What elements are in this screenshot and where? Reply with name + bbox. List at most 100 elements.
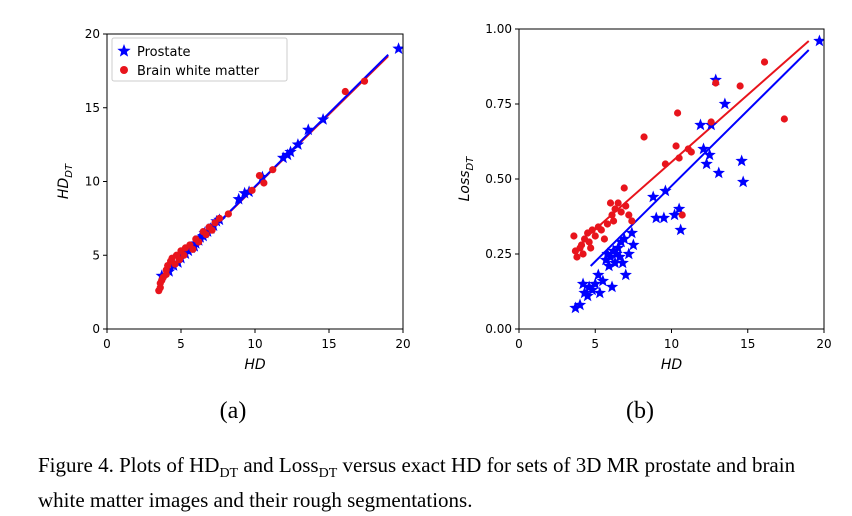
- circle-point: [579, 250, 587, 258]
- circle-point: [591, 232, 599, 240]
- series-brain-white-matter: [155, 77, 369, 295]
- y-label-main: Loss: [457, 170, 473, 201]
- x-axis-label: HD: [244, 357, 266, 373]
- circle-point: [255, 172, 264, 180]
- star-point: [589, 277, 602, 290]
- circle-point: [625, 211, 633, 219]
- panel-label: (a): [220, 398, 247, 424]
- circle-point: [628, 217, 636, 225]
- circle-point: [269, 166, 277, 174]
- circle-point: [687, 148, 695, 156]
- star-point: [232, 192, 245, 205]
- legend-label: Prostate: [137, 45, 191, 60]
- circle-point: [248, 186, 256, 194]
- circle-point: [224, 210, 232, 218]
- star-point: [604, 250, 617, 263]
- circle-point: [180, 251, 188, 259]
- legend-circle-icon: [120, 66, 128, 74]
- plot-frame: [518, 28, 825, 330]
- star-point: [622, 247, 635, 260]
- circle-point: [678, 211, 686, 219]
- star-point: [610, 247, 623, 260]
- x-axis-label: HD: [661, 357, 683, 373]
- circle-point: [597, 226, 605, 234]
- y-tick-label: 5: [92, 248, 100, 262]
- legend-label: Brain white matter: [137, 64, 260, 79]
- circle-point: [603, 220, 612, 228]
- y-tick-label: 1.00: [485, 22, 512, 36]
- star-point: [607, 244, 620, 257]
- y-axis-label-text: LossDT: [457, 156, 476, 202]
- circle-point: [675, 154, 683, 162]
- caption-sub-2: DT: [318, 466, 338, 482]
- circle-point: [661, 160, 670, 168]
- star-point: [703, 148, 716, 161]
- circle-point: [672, 142, 680, 150]
- x-tick-label: 5: [177, 337, 185, 351]
- star-point: [697, 142, 710, 155]
- circle-point: [260, 179, 268, 187]
- star-point: [735, 154, 748, 167]
- x-tick-label: 10: [664, 337, 679, 351]
- star-point: [657, 211, 671, 224]
- circle-point: [614, 199, 622, 207]
- circle-point: [640, 133, 648, 141]
- x-tick-label: 10: [247, 337, 262, 351]
- star-point: [302, 123, 315, 136]
- legend-box: [111, 37, 288, 82]
- star-point: [599, 253, 613, 266]
- y-tick-label: 0.00: [485, 322, 512, 336]
- star-point: [694, 118, 707, 131]
- star-point: [238, 186, 251, 199]
- circle-point: [577, 241, 586, 249]
- x-tick-label: 15: [740, 337, 755, 351]
- circle-point: [341, 87, 349, 96]
- star-point: [392, 42, 403, 55]
- circle-point: [620, 184, 628, 192]
- star-point: [601, 247, 614, 260]
- circle-point: [211, 219, 219, 227]
- x-tick-label: 15: [321, 337, 336, 351]
- circle-point: [674, 109, 682, 117]
- circle-point: [588, 226, 596, 234]
- star-point: [672, 202, 686, 215]
- star-point: [578, 286, 591, 299]
- circle-point: [622, 202, 630, 210]
- y-tick-label: 0.25: [485, 247, 512, 261]
- circle-point: [171, 260, 179, 268]
- star-point: [573, 298, 587, 311]
- fit-line: [586, 40, 810, 237]
- x-tick-label: 0: [103, 337, 111, 351]
- star-point: [618, 232, 631, 245]
- caption-sub-1: DT: [219, 466, 239, 482]
- y-label-main: HD: [56, 178, 72, 200]
- star-point: [605, 280, 619, 293]
- circle-point: [195, 238, 203, 246]
- y-axis-label: HDDT: [56, 163, 75, 199]
- y-tick-label: 0.75: [485, 97, 512, 111]
- circle-point: [609, 217, 618, 225]
- circle-point: [175, 256, 184, 264]
- circle-point: [608, 211, 616, 219]
- panel-label: (b): [626, 398, 654, 424]
- series-prostate: [569, 34, 824, 314]
- circle-point: [573, 253, 581, 261]
- circle-point: [760, 58, 769, 66]
- star-point: [614, 235, 628, 248]
- star-point: [602, 259, 616, 272]
- caption-prefix: Figure 4. Plots of HD: [38, 453, 220, 477]
- y-axis-label-text: HDDT: [56, 163, 75, 199]
- star-point: [291, 138, 305, 150]
- circle-point: [736, 82, 744, 90]
- caption-suffix: versus exact HD for sets of 3D MR prosta…: [38, 453, 796, 513]
- star-point: [668, 208, 681, 221]
- y-tick-label: 15: [85, 101, 100, 115]
- y-tick-label: 0.50: [485, 172, 512, 186]
- star-point: [316, 113, 330, 125]
- star-point: [611, 241, 625, 254]
- star-point: [613, 250, 626, 263]
- fit-line: [589, 49, 810, 267]
- circle-point: [208, 226, 216, 234]
